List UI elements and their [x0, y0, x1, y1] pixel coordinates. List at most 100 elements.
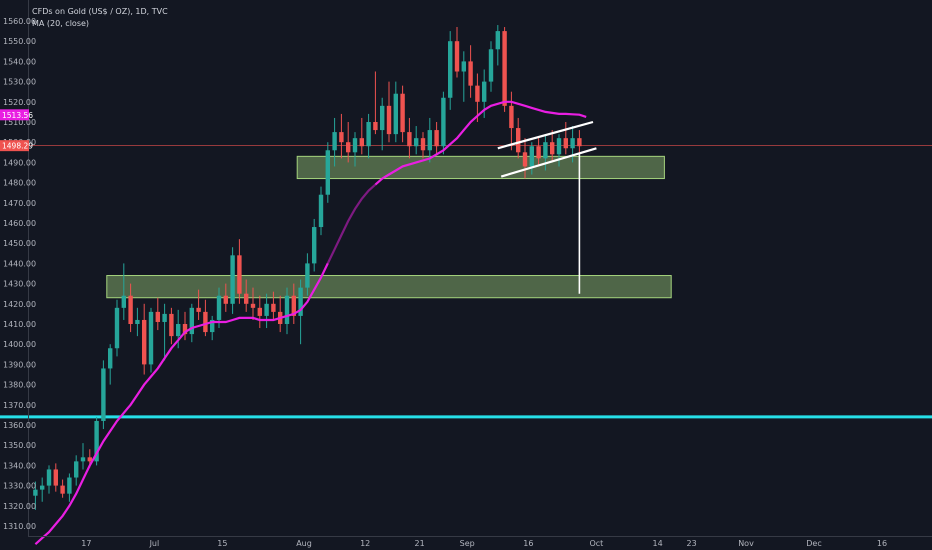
candle-body [380, 105, 385, 131]
y-tick-label: 1540.00 [3, 57, 36, 66]
x-tick-label: Dec [806, 539, 821, 548]
candle-body [427, 130, 432, 151]
ma-line-muted [326, 183, 377, 264]
candle-body [250, 303, 256, 308]
y-tick-label: 1340.00 [3, 461, 36, 470]
candle-body [67, 477, 72, 494]
candle-body [420, 138, 426, 151]
candle-body [46, 469, 52, 486]
x-tick-label: 16 [523, 539, 533, 548]
candle-body [101, 368, 106, 421]
x-tick-label: Oct [589, 539, 603, 548]
y-tick-label: 1330.00 [3, 482, 36, 491]
candle-body [516, 128, 521, 153]
candle-body [60, 485, 65, 494]
candle-body [482, 81, 487, 102]
y-tick-label: 1380.00 [3, 381, 36, 390]
x-tick-label: 17 [81, 539, 91, 548]
candle-body [135, 319, 140, 324]
y-tick-label: 1390.00 [3, 360, 36, 369]
candle-body [366, 122, 371, 147]
ma-price-tag: 1513.56 [2, 111, 33, 120]
candle-body [502, 31, 507, 106]
y-tick-label: 1350.00 [3, 441, 36, 450]
candle-body [393, 93, 398, 135]
candle-body [176, 324, 181, 337]
last-price-tag: 1498.29 [2, 142, 33, 151]
candle-body [461, 61, 466, 72]
candle-body [169, 313, 174, 337]
y-tick-label: 1320.00 [3, 502, 36, 511]
y-tick-label: 1440.00 [3, 259, 36, 268]
ma-layer [34, 100, 587, 546]
candles-layer [33, 25, 582, 510]
candle-body [352, 138, 358, 153]
candle-body [230, 255, 235, 304]
candle-body [495, 31, 500, 50]
y-tick-label: 1430.00 [3, 280, 36, 289]
candle-body [305, 263, 310, 288]
candle-body [237, 255, 242, 294]
candle-body [87, 457, 92, 462]
ma-line [34, 262, 329, 546]
x-tick-label: 21 [415, 539, 425, 548]
candle-body [454, 41, 460, 72]
channel-line [500, 147, 597, 178]
y-tick-label: 1420.00 [3, 300, 36, 309]
candle-body [108, 348, 113, 369]
y-tick-label: 1410.00 [3, 320, 36, 329]
candle-body [196, 307, 201, 312]
y-tick-label: 1530.00 [3, 78, 36, 87]
candle-body [339, 132, 344, 143]
candle-body [182, 324, 188, 335]
y-tick-label: 1470.00 [3, 199, 36, 208]
ma-price-tag-bg [0, 109, 29, 121]
indicator-label: MA (20, close) [32, 19, 90, 28]
last-price-tag-bg [0, 140, 29, 152]
candle-body [318, 194, 324, 228]
candle-body [298, 287, 303, 316]
upper-zone [296, 155, 665, 180]
y-tick-label: 1480.00 [3, 179, 36, 188]
candle-body [346, 142, 351, 153]
candle-body [509, 105, 514, 129]
y-tick-label: 1360.00 [3, 421, 36, 430]
x-axis: 17 Jul 15 Aug 12 21 Sep 16 Oct 14 23 Nov Dec 16 [81, 539, 887, 548]
candle-body [325, 150, 330, 195]
y-tick-label: 1310.00 [3, 522, 36, 531]
y-tick-label: 1460.00 [3, 219, 36, 228]
candle-body [244, 293, 249, 304]
x-tick-label: 12 [360, 539, 370, 548]
ma-line [374, 100, 587, 186]
x-tick-label: Aug [296, 539, 312, 548]
candle-body [121, 295, 126, 308]
candle-body [543, 142, 548, 159]
candle-body [33, 489, 38, 496]
candle-body [223, 295, 228, 304]
candle-body [40, 485, 45, 490]
y-tick-label: 1550.00 [3, 37, 36, 46]
candle-body [312, 227, 317, 264]
symbol-title: CFDs on Gold (US$ / OZ), 1D, TVC [32, 7, 168, 16]
candle-body [210, 319, 215, 333]
candle-body [373, 122, 378, 131]
x-tick-label: 14 [653, 539, 663, 548]
candle-body [536, 146, 541, 159]
candle-body [448, 41, 453, 98]
candle-body [407, 132, 412, 147]
y-tick-label: 1510.00 [3, 118, 36, 127]
candle-body [80, 457, 86, 462]
candle-body [434, 130, 439, 147]
x-tick-label: 16 [877, 539, 887, 548]
candle-body [257, 307, 262, 316]
x-tick-label: 23 [687, 539, 697, 548]
candle-body [332, 132, 337, 151]
candle-body [74, 461, 79, 478]
candle-body [271, 303, 276, 312]
candle-body [488, 49, 494, 82]
y-tick-label: 1490.00 [3, 158, 36, 167]
candle-body [148, 311, 154, 365]
candle-body [400, 93, 405, 133]
